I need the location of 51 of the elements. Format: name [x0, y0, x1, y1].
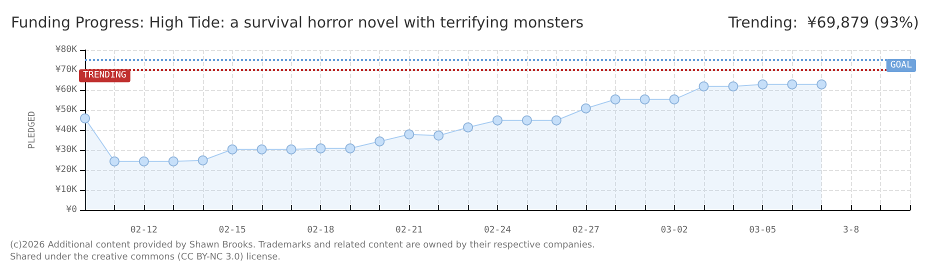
point [227, 144, 238, 154]
y-tick-label: ¥30K [55, 145, 78, 155]
point [640, 94, 650, 104]
x-tick-label: 03-05 [749, 226, 776, 236]
text: (c)2026 Additional content provided by Shawn Brooks. Trademarks and related content are owned by their respective companies. [10, 240, 595, 250]
y-axis-title: PLEDGED [28, 111, 38, 149]
point [109, 156, 120, 166]
point [492, 115, 502, 126]
point [463, 122, 474, 132]
y-tick-label: ¥80K [55, 45, 78, 55]
x-tick-label: 02-18 [307, 226, 334, 236]
text: Shared under the creative commons (CC BY-NC 3.0) license. [10, 252, 281, 262]
x-tick-label: 02-24 [484, 226, 512, 236]
point [816, 79, 827, 90]
point [404, 129, 414, 140]
ref-line-label: TRENDING [83, 70, 126, 81]
y-tick-label: ¥40K [55, 125, 78, 135]
point [256, 144, 267, 154]
y-tick-label: ¥60K [55, 85, 78, 95]
point [698, 81, 709, 92]
chart-subtitle: Trending: ¥69,879 (93%) [727, 14, 920, 32]
point [522, 115, 532, 126]
x-tick-label: 02-12 [130, 226, 158, 236]
point [138, 156, 149, 166]
y-tick-label: ¥50K [55, 105, 78, 115]
y-tick-label: ¥10K [55, 185, 78, 195]
point [345, 143, 356, 154]
point [728, 81, 738, 92]
point [610, 94, 620, 104]
point [80, 113, 90, 124]
x-tick-label: 02-21 [396, 226, 423, 236]
x-tick-label: 03-02 [660, 226, 688, 236]
point [551, 115, 562, 126]
point [286, 144, 296, 154]
x-tick-label: 3-8 [842, 226, 860, 236]
chart-title: Funding Progress: High Tide: a survival horror novel with terrifying monsters [11, 14, 584, 32]
point [316, 143, 326, 154]
point [787, 79, 798, 90]
point [758, 79, 768, 90]
y-tick-label: ¥0 [66, 205, 77, 215]
point [434, 130, 444, 141]
point [198, 155, 208, 166]
y-tick-label: ¥20K [55, 165, 78, 175]
point [374, 136, 385, 146]
point [580, 103, 591, 114]
x-tick-label: 02-27 [572, 226, 600, 236]
point [669, 94, 680, 104]
point [168, 156, 178, 166]
x-tick-label: 02-15 [218, 226, 246, 236]
y-tick-label: ¥70K [55, 65, 78, 75]
ref-line-label: GOAL [890, 60, 912, 70]
